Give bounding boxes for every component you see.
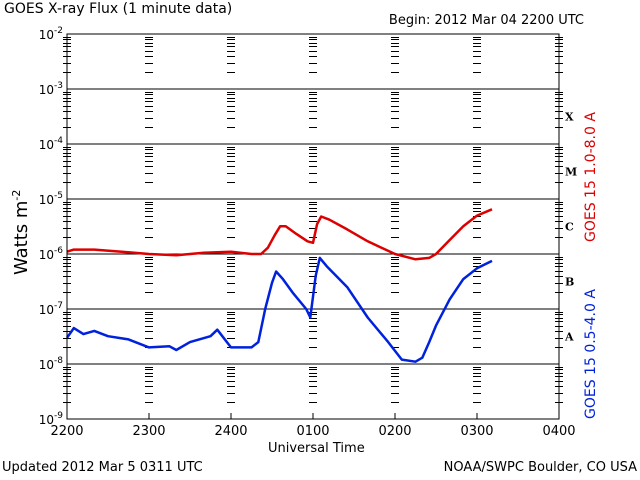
series-line-long-wave [66, 208, 493, 261]
x-tick-label: 0400 [542, 424, 575, 439]
series-line-short-wave [65, 256, 493, 363]
flare-class-label: X [565, 111, 574, 124]
y-tick-label: 10-3 [39, 81, 63, 97]
y-tick-label: 10-9 [39, 411, 64, 427]
x-axis-label: Universal Time [268, 441, 365, 456]
y-axis-label: Watts m-2 [10, 190, 32, 275]
series-label-long-wave: GOES 15 1.0-8.0 A [583, 112, 599, 242]
flare-class-label: M [565, 166, 577, 179]
y-axis-label-exponent: -2 [10, 189, 23, 201]
x-tick-label: 2200 [50, 424, 83, 439]
series-lines [65, 208, 493, 363]
updated-timestamp: Updated 2012 Mar 5 0311 UTC [2, 460, 203, 475]
y-tick-label: 10-2 [39, 26, 63, 42]
flare-class-label: C [565, 221, 574, 234]
y-axis-label-text: Watts m [11, 200, 32, 275]
credit-text: NOAA/SWPC Boulder, CO USA [443, 460, 637, 475]
begin-time: Begin: 2012 Mar 04 2200 UTC [388, 13, 584, 28]
y-tick-label: 10-7 [39, 301, 63, 317]
x-tick-label: 0200 [378, 424, 411, 439]
x-axis-ticks: 2200 2300 2400 0100 0200 0300 0400 [50, 413, 576, 439]
chart-title: GOES X-ray Flux (1 minute data) [4, 1, 233, 17]
flare-class-label: A [564, 331, 574, 344]
y-axis-ticks: 10-2 10-3 10-4 10-5 10-6 10-7 10-8 10-9 [39, 26, 73, 427]
x-tick-label: 2400 [214, 424, 247, 439]
y-tick-label: 10-5 [39, 191, 63, 207]
flare-class-label: B [565, 276, 574, 289]
y-tick-label: 10-6 [39, 246, 64, 262]
x-tick-label: 2300 [132, 424, 165, 439]
y-tick-label: 10-4 [39, 136, 64, 152]
y-tick-label: 10-8 [39, 356, 64, 372]
x-tick-label: 0100 [296, 424, 329, 439]
minor-ticks [63, 37, 563, 403]
series-label-short-wave: GOES 15 0.5-4.0 A [583, 289, 599, 419]
grid-lines [67, 88, 559, 365]
x-tick-label: 0300 [460, 424, 493, 439]
flare-class-labels: X M C B A [564, 111, 577, 344]
plot-frame [66, 33, 560, 420]
